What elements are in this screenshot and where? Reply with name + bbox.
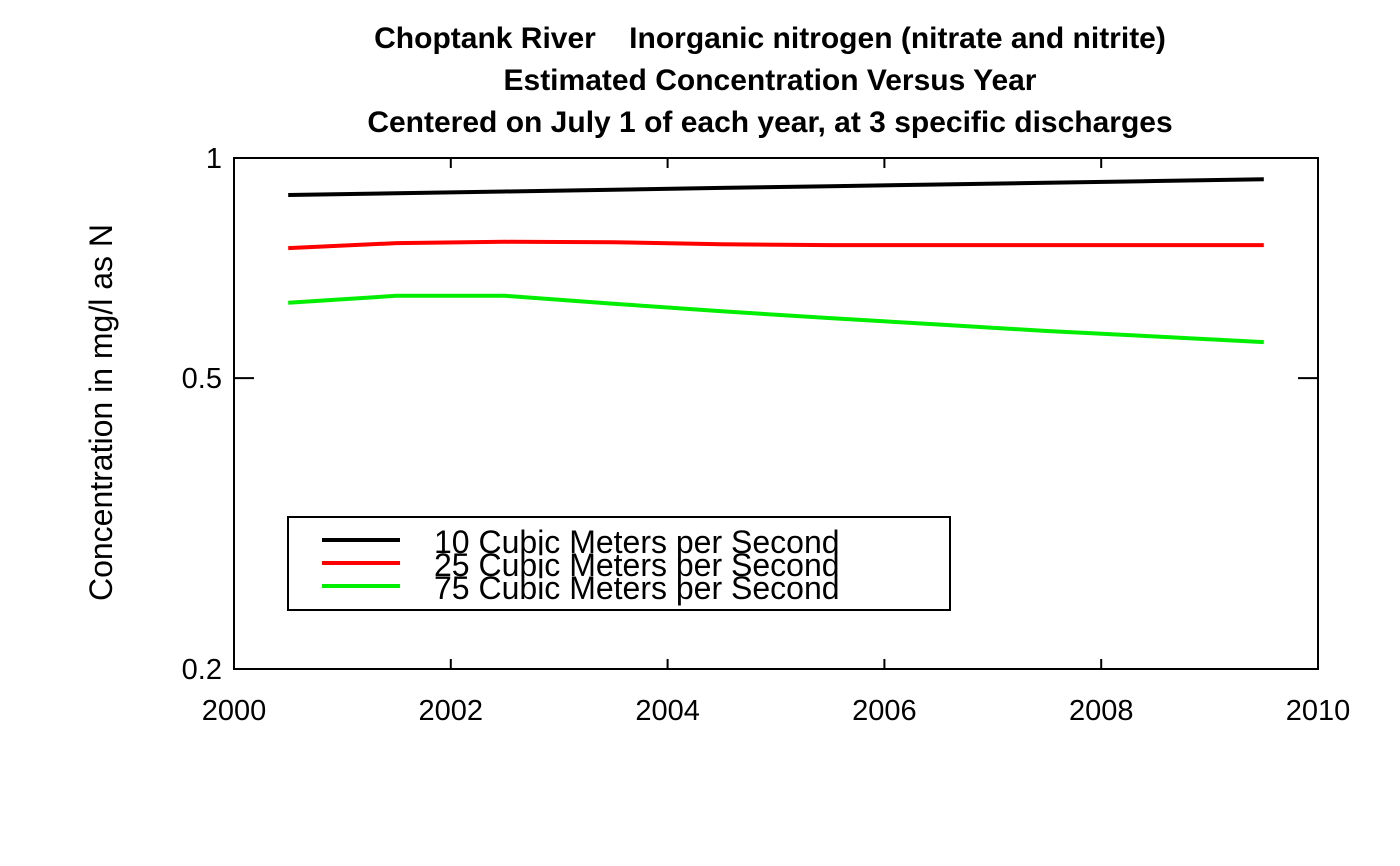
title-line-1: Choptank River Inorganic nitrogen (nitra… <box>374 22 1166 55</box>
legend-label-3: 75 Cubic Meters per Second <box>434 570 840 606</box>
y-axis: 0.2 0.5 1 <box>182 143 1318 686</box>
chart-title: Choptank River Inorganic nitrogen (nitra… <box>367 22 1172 139</box>
series-line-1 <box>288 177 1264 197</box>
y-tick-label: 0.2 <box>182 654 222 686</box>
series-line-3 <box>288 293 1264 345</box>
x-tick-label: 2006 <box>852 695 917 727</box>
y-tick-label: 0.5 <box>182 363 222 395</box>
x-tick-label: 2000 <box>202 695 267 727</box>
y-axis-label: Concentration in mg/l as N <box>83 224 119 601</box>
series-line-2 <box>288 239 1264 251</box>
x-tick-label: 2004 <box>635 695 700 727</box>
series-lines <box>288 177 1264 345</box>
x-axis: 2000 2002 2004 2006 2008 2010 <box>202 158 1351 727</box>
legend-label-1: 10 Cubic Meters per Second <box>434 524 840 560</box>
title-line-2: Estimated Concentration Versus Year <box>504 64 1037 97</box>
plot-frame <box>233 157 1319 670</box>
legend-label-2: 25 Cubic Meters per Second <box>434 547 840 583</box>
x-tick-label: 2010 <box>1286 695 1351 727</box>
x-tick-label: 2002 <box>419 695 484 727</box>
y-tick-label: 1 <box>206 143 222 175</box>
title-line-3: Centered on July 1 of each year, at 3 sp… <box>367 106 1172 139</box>
x-tick-label: 2008 <box>1069 695 1134 727</box>
